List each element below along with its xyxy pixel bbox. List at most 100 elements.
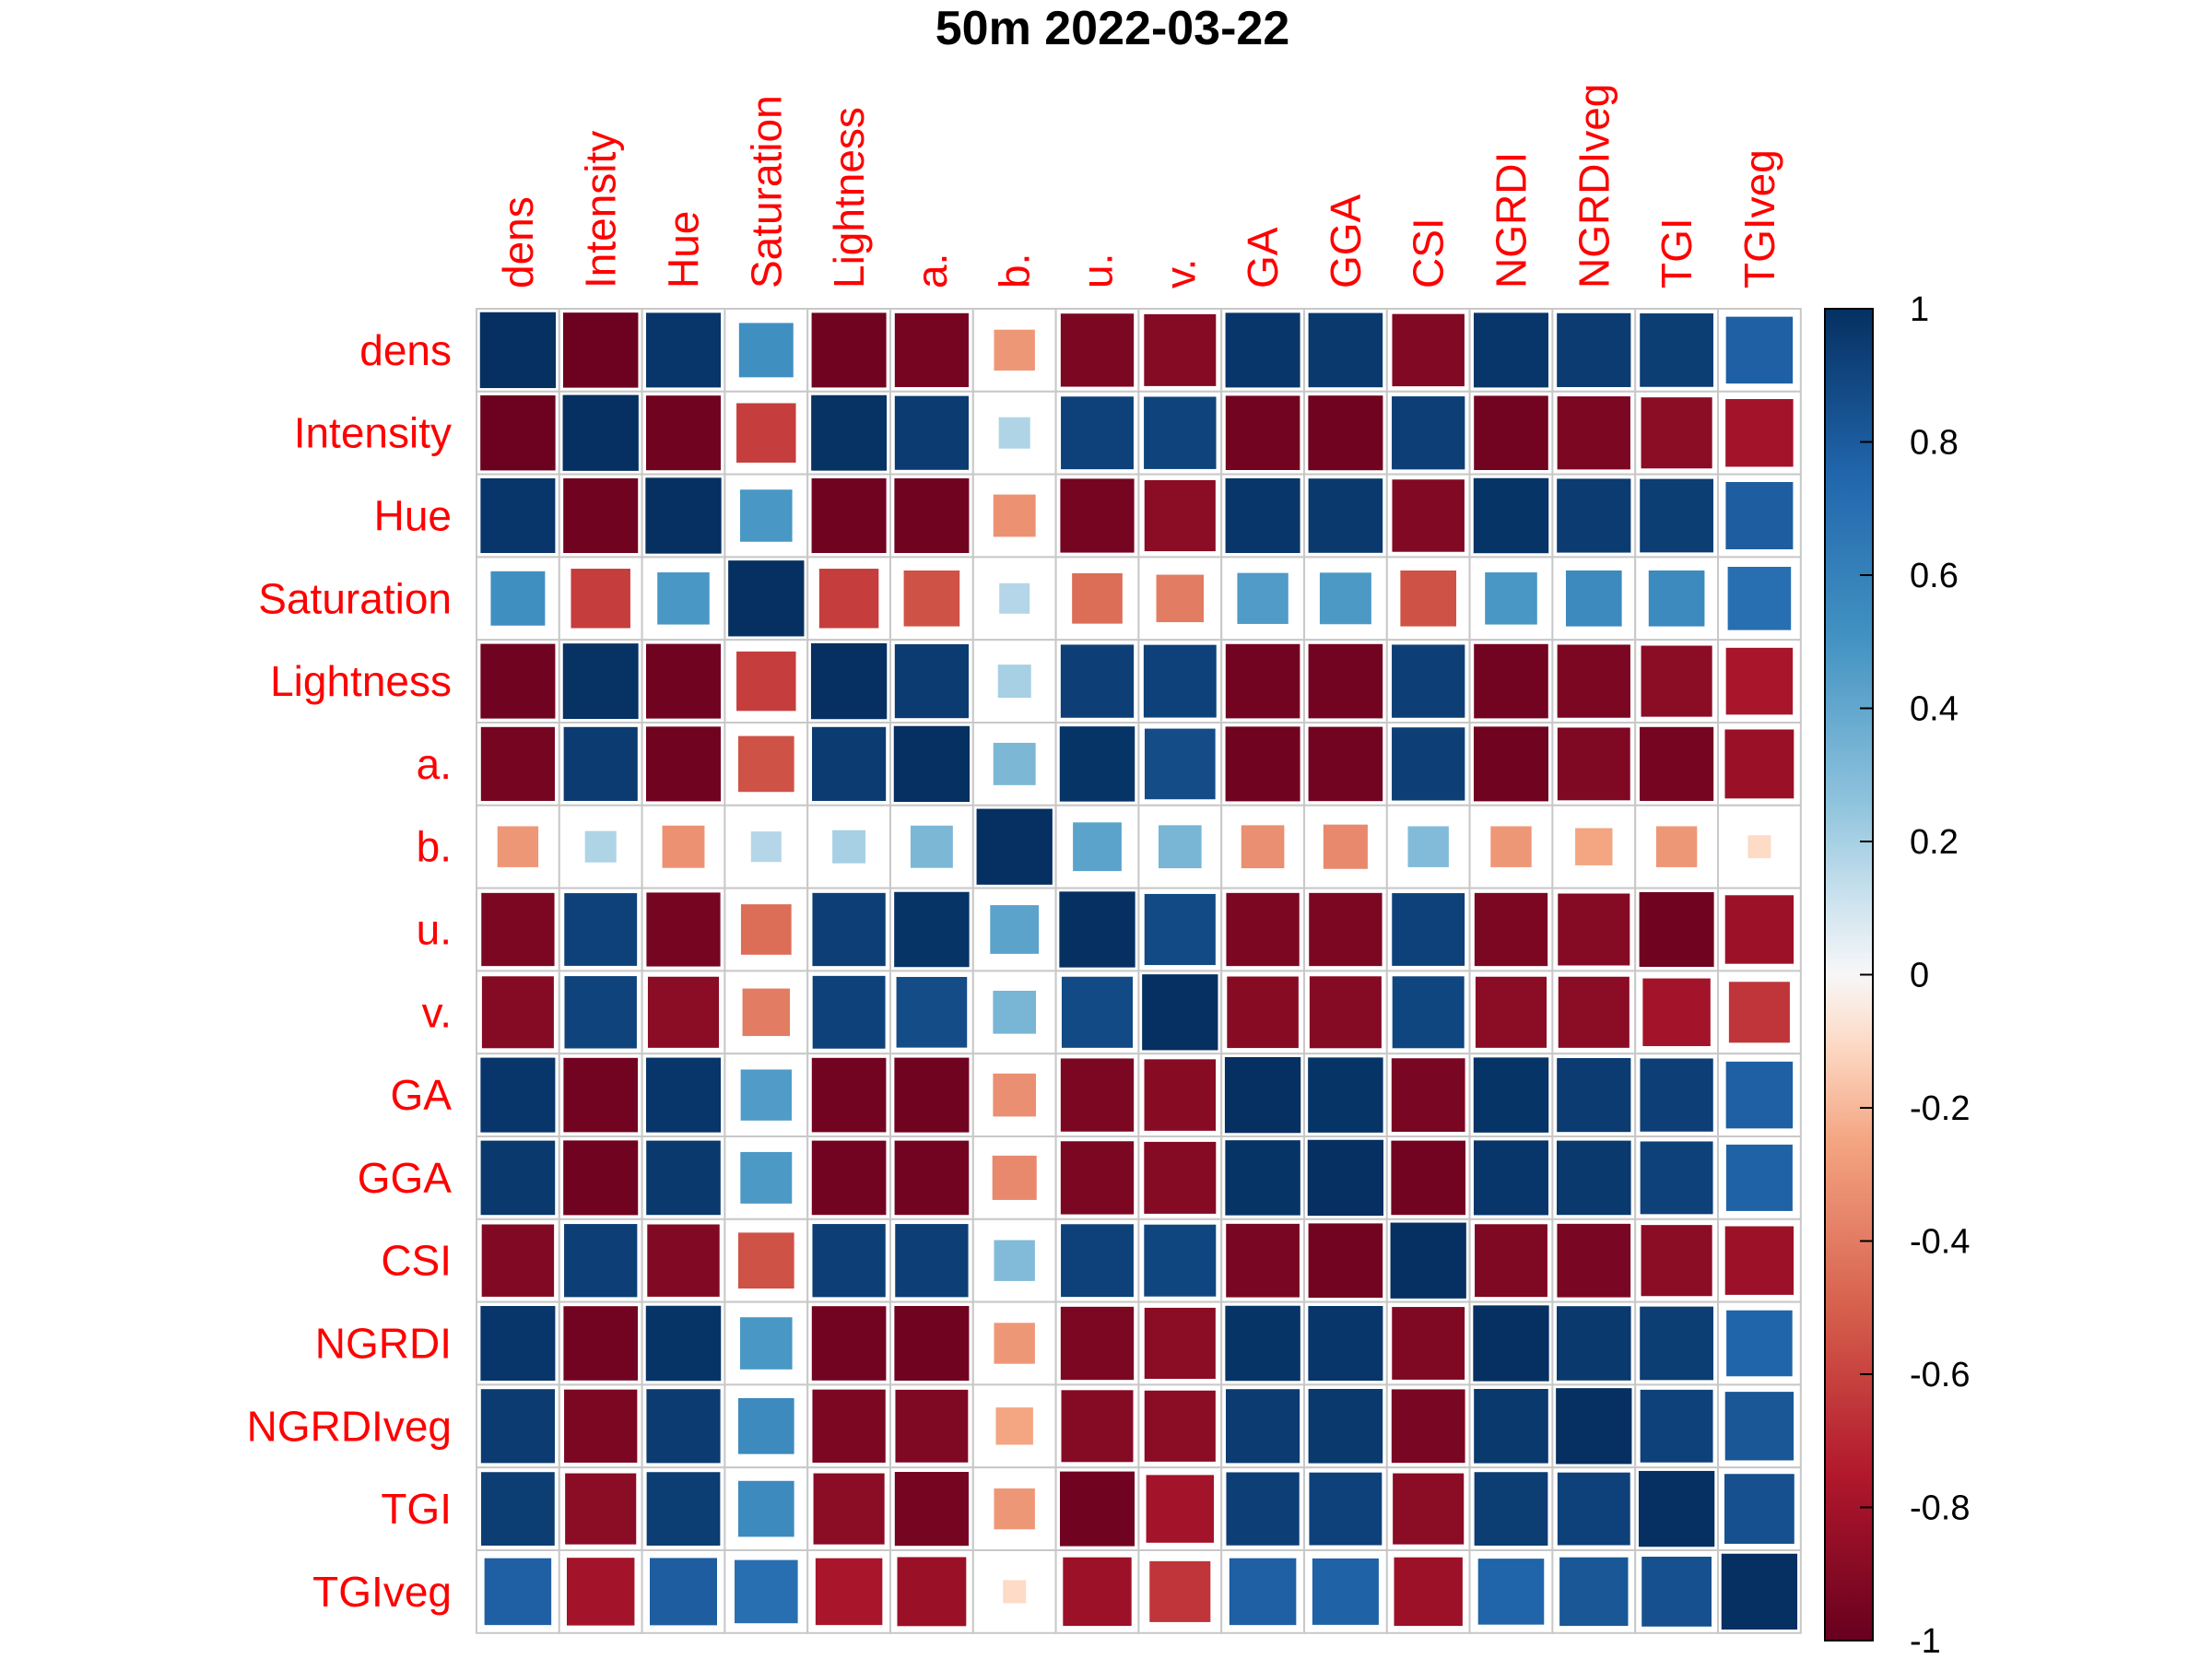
correlation-square — [810, 1056, 888, 1134]
correlation-square — [645, 1470, 722, 1547]
correlation-square — [892, 724, 971, 804]
correlation-square — [644, 724, 723, 803]
correlation-square — [1727, 980, 1792, 1044]
correlation-square — [478, 642, 557, 721]
correlation-square — [739, 1067, 794, 1123]
correlation-square — [996, 663, 1033, 700]
correlation-square — [992, 741, 1038, 787]
correlation-square — [648, 1556, 719, 1627]
correlation-square — [1140, 972, 1219, 1052]
correlation-square — [1638, 477, 1715, 554]
correlation-square — [1059, 312, 1135, 389]
correlation-square — [1573, 827, 1614, 867]
correlation-square — [909, 824, 955, 870]
row-label: Hue — [374, 492, 452, 540]
chart-title: 50m 2022-03-22 — [935, 2, 1290, 55]
correlation-square — [810, 891, 888, 968]
row-label: Intensity — [294, 409, 452, 457]
row-label: Saturation — [258, 574, 452, 622]
correlation-square — [1724, 1060, 1794, 1130]
correlation-square — [737, 321, 795, 379]
correlation-square — [1638, 725, 1715, 803]
correlation-square — [1390, 1387, 1467, 1465]
correlation-square — [1389, 1139, 1467, 1217]
correlation-square — [997, 416, 1032, 451]
colorbar-tick-label: -0.4 — [1910, 1223, 1970, 1262]
correlation-square — [496, 825, 540, 869]
correlation-square — [992, 493, 1038, 538]
matrix-cell — [971, 1053, 1057, 1137]
correlation-square — [1390, 725, 1466, 803]
row-label: a. — [417, 740, 452, 788]
row-labels: dens Intensity Hue Saturation Lightness a. b. u… — [247, 326, 453, 1616]
correlation-square — [1240, 823, 1286, 870]
column-label: CSI — [1405, 218, 1453, 288]
colorbar-tick-label: -0.6 — [1910, 1356, 1970, 1394]
correlation-square — [561, 477, 640, 555]
correlation-square — [1555, 477, 1632, 555]
correlation-square — [1723, 727, 1795, 800]
correlation-square — [561, 1138, 640, 1217]
correlation-square — [1224, 642, 1301, 720]
correlation-square — [561, 1304, 640, 1382]
correlation-square — [893, 1470, 971, 1547]
matrix-cell — [971, 473, 1057, 559]
correlation-square — [1391, 1472, 1465, 1547]
correlation-square — [1143, 478, 1218, 553]
correlation-square — [1472, 642, 1550, 720]
correlation-square — [893, 312, 971, 389]
correlation-square — [1390, 312, 1466, 388]
correlation-square — [1406, 825, 1451, 869]
correlation-square — [1322, 823, 1370, 871]
colorbar-legend: 1 0.8 0.6 0.4 0.2 0 -0.2 -0.4 -0.6 -0.8 -1 — [1824, 290, 1970, 1659]
correlation-square — [1723, 1472, 1796, 1546]
colorbar-tick-label: -1 — [1910, 1622, 1941, 1659]
correlation-square — [809, 641, 888, 721]
correlation-square — [1390, 1305, 1466, 1382]
correlation-square — [893, 642, 971, 720]
row-label: GGA — [358, 1154, 453, 1202]
correlation-square — [993, 1487, 1037, 1531]
correlation-square — [1224, 394, 1301, 472]
correlation-square — [810, 725, 888, 803]
correlation-square — [488, 570, 547, 628]
correlation-square — [1061, 1556, 1134, 1628]
correlation-square — [1060, 975, 1135, 1050]
correlation-square — [1472, 1138, 1550, 1217]
row-label: TGI — [381, 1485, 452, 1533]
colorbar-tick-label: 1 — [1910, 290, 1929, 329]
correlation-square — [997, 582, 1031, 616]
correlation-square — [1556, 725, 1632, 802]
correlation-square — [1556, 892, 1631, 967]
correlation-square — [1473, 891, 1549, 968]
correlation-square — [478, 477, 557, 555]
correlation-square — [991, 1072, 1038, 1118]
correlation-square — [830, 829, 867, 865]
colorbar-tick-label: -0.8 — [1910, 1489, 1970, 1528]
correlation-square — [1724, 1225, 1795, 1297]
correlation-square — [562, 725, 640, 803]
correlation-square — [1389, 1221, 1468, 1300]
correlation-square — [1557, 975, 1631, 1050]
correlation-square — [1390, 891, 1466, 968]
correlation-square — [1483, 571, 1539, 627]
correlation-square — [1059, 1056, 1135, 1134]
correlation-square — [1057, 889, 1137, 970]
correlation-square — [988, 903, 1041, 956]
correlation-square — [895, 1555, 968, 1628]
correlation-square — [479, 1470, 557, 1547]
column-label: v. — [1156, 259, 1204, 288]
correlation-square — [975, 807, 1054, 887]
correlation-square — [1640, 395, 1714, 470]
correlation-square — [479, 1139, 557, 1217]
correlation-square — [479, 1387, 557, 1465]
correlation-square — [1318, 571, 1373, 626]
correlation-square — [809, 394, 888, 473]
column-label: Lightness — [825, 107, 873, 288]
correlation-square — [483, 1557, 553, 1627]
correlation-square — [1477, 1557, 1546, 1627]
correlation-square — [810, 1222, 888, 1299]
correlation-square — [810, 1388, 888, 1465]
correlation-square — [1638, 312, 1715, 389]
correlation-square — [1157, 823, 1204, 870]
